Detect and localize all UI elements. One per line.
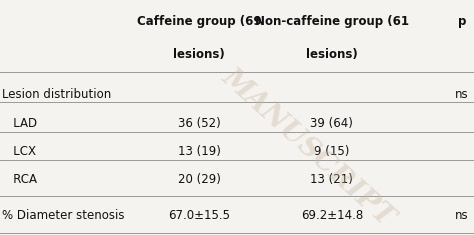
Text: 69.2±14.8: 69.2±14.8 xyxy=(301,208,363,222)
Text: 39 (64): 39 (64) xyxy=(310,117,353,130)
Text: Caffeine group (69: Caffeine group (69 xyxy=(137,15,261,28)
Text: Non-caffeine group (61: Non-caffeine group (61 xyxy=(255,15,409,28)
Text: LAD: LAD xyxy=(2,117,37,130)
Text: ns: ns xyxy=(456,208,469,222)
Text: 13 (21): 13 (21) xyxy=(310,173,353,186)
Text: Lesion distribution: Lesion distribution xyxy=(2,87,111,101)
Text: LCX: LCX xyxy=(2,145,36,158)
Text: 20 (29): 20 (29) xyxy=(178,173,220,186)
Text: RCA: RCA xyxy=(2,173,37,186)
Text: 13 (19): 13 (19) xyxy=(178,145,220,158)
Text: p: p xyxy=(458,15,466,28)
Text: ns: ns xyxy=(456,87,469,101)
Text: % Diameter stenosis: % Diameter stenosis xyxy=(2,208,125,222)
Text: 9 (15): 9 (15) xyxy=(314,145,349,158)
Text: MANUSCRIPT: MANUSCRIPT xyxy=(217,64,400,232)
Text: lesions): lesions) xyxy=(306,47,358,61)
Text: 67.0±15.5: 67.0±15.5 xyxy=(168,208,230,222)
Text: lesions): lesions) xyxy=(173,47,225,61)
Text: 36 (52): 36 (52) xyxy=(178,117,220,130)
